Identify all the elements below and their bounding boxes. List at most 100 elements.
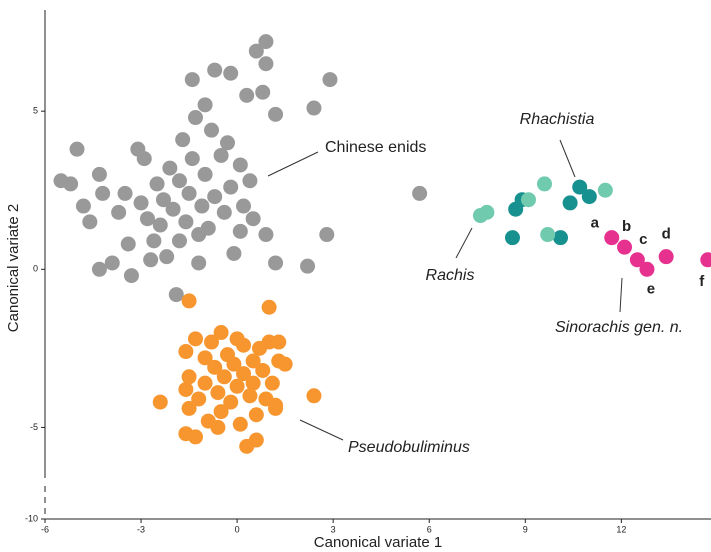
point	[226, 356, 242, 372]
point	[210, 419, 226, 435]
series-label: Rachis	[426, 267, 475, 284]
point	[187, 429, 203, 445]
y-axis-title: Canonical variate 2	[5, 204, 22, 332]
point	[223, 394, 239, 410]
x-tick-label: 12	[616, 524, 626, 534]
point	[239, 87, 255, 103]
point	[111, 204, 127, 220]
x-tick-label: -6	[41, 524, 49, 534]
point	[136, 151, 152, 167]
point	[412, 185, 428, 201]
x-tick-label: 3	[331, 524, 336, 534]
point-label: f	[699, 273, 705, 290]
point	[197, 166, 213, 182]
point	[171, 173, 187, 189]
point	[181, 293, 197, 309]
point	[191, 255, 207, 271]
point	[181, 400, 197, 416]
point	[268, 255, 284, 271]
point	[155, 192, 171, 208]
point	[213, 325, 229, 341]
point	[629, 252, 645, 268]
point	[91, 261, 107, 277]
point	[213, 404, 229, 420]
point	[207, 189, 223, 205]
point	[152, 394, 168, 410]
point	[171, 233, 187, 249]
point	[223, 179, 239, 195]
point	[245, 353, 261, 369]
point	[181, 185, 197, 201]
series-label: Chinese enids	[325, 139, 426, 156]
leader-line	[267, 151, 319, 177]
series-label: Pseudobuliminus	[348, 439, 470, 456]
point	[242, 388, 258, 404]
point	[504, 230, 520, 246]
point	[197, 350, 213, 366]
point	[178, 214, 194, 230]
point	[120, 236, 136, 252]
point	[248, 43, 264, 59]
point	[82, 214, 98, 230]
point	[581, 189, 597, 205]
point	[236, 366, 252, 382]
point	[204, 334, 219, 350]
x-tick-label: 6	[427, 524, 432, 534]
point	[194, 198, 210, 214]
leader-line	[619, 277, 623, 313]
point	[248, 407, 264, 423]
point	[553, 230, 569, 246]
point	[95, 185, 111, 201]
point	[255, 362, 271, 378]
leader-line	[299, 419, 344, 441]
y-tick-label: 0	[33, 264, 38, 274]
point	[268, 106, 284, 122]
point	[210, 385, 226, 401]
point	[261, 299, 277, 315]
point-label: e	[647, 280, 655, 297]
point	[216, 204, 232, 220]
point	[604, 230, 620, 246]
point	[143, 252, 159, 268]
point	[319, 227, 335, 243]
point	[537, 176, 552, 192]
point	[178, 344, 194, 360]
point	[226, 245, 242, 261]
point	[248, 432, 264, 448]
point	[75, 198, 91, 214]
point	[91, 166, 107, 182]
point	[277, 356, 293, 372]
point	[133, 195, 149, 211]
point	[245, 211, 261, 227]
point	[242, 173, 258, 189]
y-tick-label: -5	[30, 422, 38, 432]
point	[658, 249, 674, 265]
point	[187, 331, 203, 347]
x-axis-title: Canonical variate 1	[314, 534, 442, 551]
point	[479, 204, 495, 220]
x-tick-label: -3	[137, 524, 145, 534]
point	[178, 381, 194, 397]
x-tick-label: 9	[523, 524, 528, 534]
point	[229, 331, 245, 347]
point	[184, 151, 200, 167]
point	[207, 359, 223, 375]
point	[139, 211, 155, 227]
point	[258, 34, 274, 50]
point	[146, 233, 162, 249]
point	[232, 416, 248, 432]
point-label: b	[622, 218, 631, 235]
point	[197, 97, 213, 113]
point	[540, 227, 556, 243]
point	[639, 261, 655, 277]
leader-line	[455, 227, 473, 259]
point-label: d	[662, 226, 671, 243]
point	[184, 72, 200, 88]
series-label: Sinorachis gen. n.	[555, 319, 683, 336]
leader-line	[559, 139, 576, 178]
point	[572, 179, 588, 195]
point	[175, 132, 191, 148]
point	[191, 391, 207, 407]
